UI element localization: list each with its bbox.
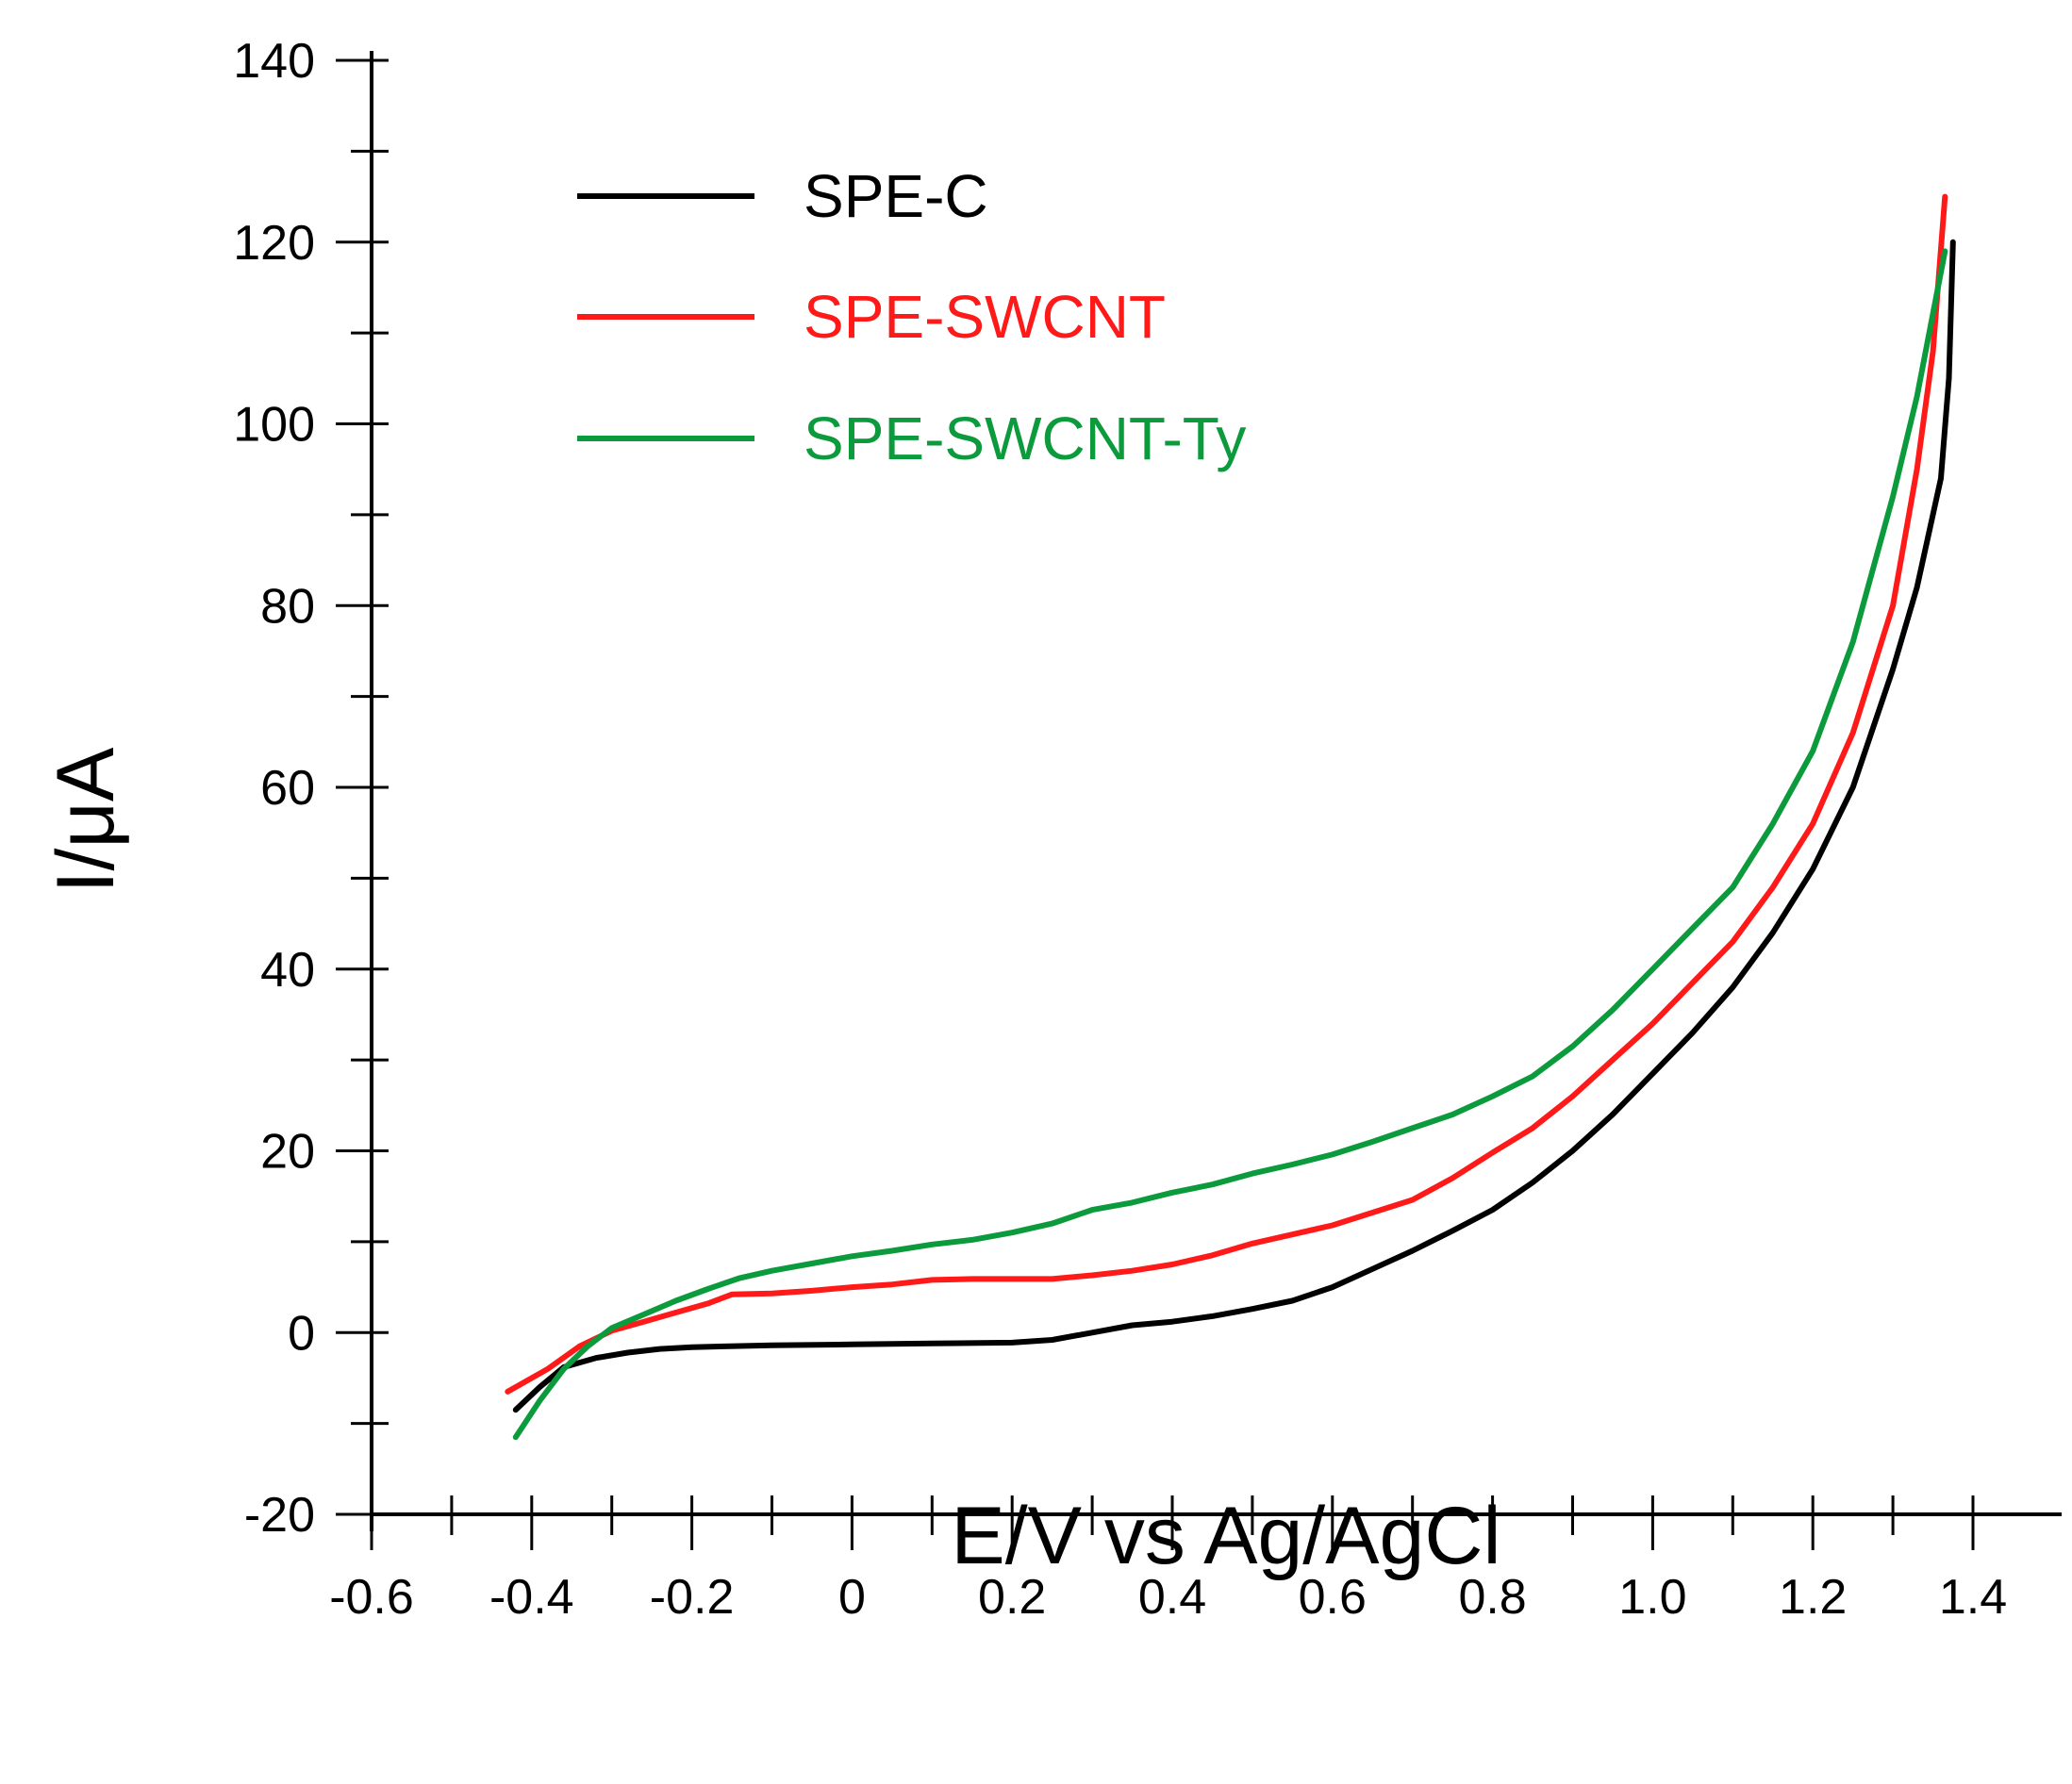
y-tick-label: 140 [233, 34, 315, 89]
y-tick-label: 100 [233, 398, 315, 453]
legend-label: SPE-SWCNT [804, 283, 1166, 351]
x-tick-label: 0.8 [1458, 1570, 1526, 1625]
y-tick-label: 20 [260, 1125, 315, 1180]
y-axis-title: I/μA [41, 747, 131, 893]
x-tick-label: 1.0 [1618, 1570, 1686, 1625]
y-tick-label: 0 [288, 1306, 315, 1361]
y-tick-label: 80 [260, 579, 315, 634]
x-tick-label: 1.4 [1939, 1570, 2007, 1625]
x-tick-label: -0.2 [650, 1570, 735, 1625]
legend-label: SPE-SWCNT-Ty [804, 405, 1246, 472]
x-tick-label: 1.2 [1779, 1570, 1847, 1625]
series-line-spe-swcnt-ty [512, 248, 1948, 1441]
y-tick-label: 120 [233, 216, 315, 271]
plot-series [505, 193, 1956, 1441]
x-tick-label: 0 [838, 1570, 866, 1625]
y-tick-label: -20 [244, 1488, 315, 1543]
x-tick-label: 0.6 [1299, 1570, 1367, 1625]
x-tick-label: 0.4 [1138, 1570, 1206, 1625]
y-tick-label: 60 [260, 761, 315, 816]
x-tick-label: -0.4 [489, 1570, 574, 1625]
x-axis-title: E/V vs Ag/AgCl [951, 1491, 1500, 1581]
x-tick-label: -0.6 [329, 1570, 414, 1625]
legend-label: SPE-C [804, 162, 988, 230]
x-tick-label: 0.2 [978, 1570, 1046, 1625]
series-line-spe-swcnt [505, 193, 1948, 1395]
y-tick-label: 40 [260, 943, 315, 998]
axes: -0.6 -0.4 -0.2 0 0.2 0.4 0.6 0.8 1.0 1.2 1.4 -20 0 20… [233, 34, 2062, 1625]
legend: SPE-C SPE-SWCNT SPE-SWCNT-Ty [577, 162, 1246, 472]
series-line-spe-c [512, 239, 1956, 1413]
